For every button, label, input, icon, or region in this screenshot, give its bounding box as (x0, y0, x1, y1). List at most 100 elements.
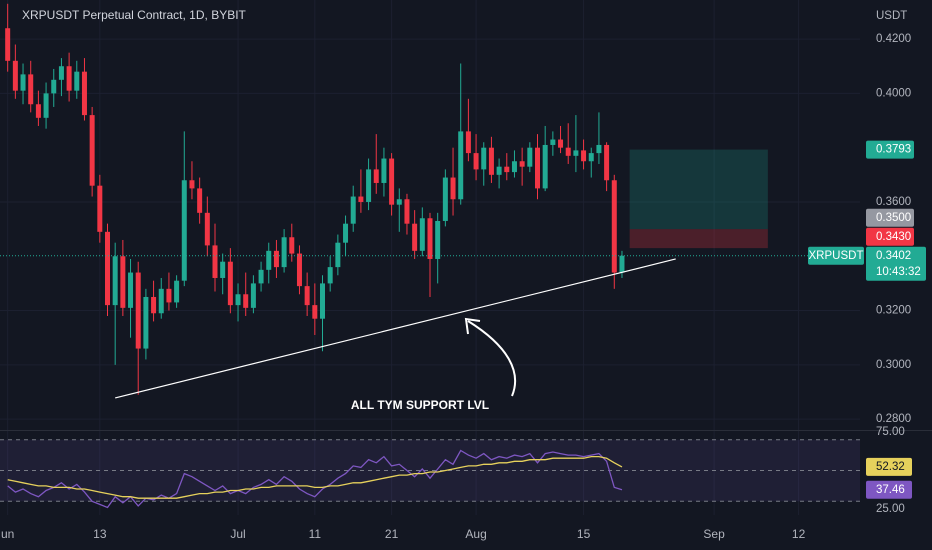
rsi-line (7, 449, 623, 509)
candle-body (58, 66, 64, 80)
price-label-box (866, 227, 914, 246)
candle-body (74, 71, 80, 91)
candle-body (166, 288, 172, 303)
candle-body (427, 218, 433, 259)
x-tick-label: un (1, 527, 14, 541)
candle-body (35, 104, 41, 118)
countdown-label: 10:43:32 (876, 266, 921, 278)
candle-body (496, 166, 502, 175)
trendline (115, 258, 676, 399)
candle-body (89, 115, 95, 186)
stop-zone (629, 229, 768, 249)
candle-body (43, 93, 49, 118)
candle-body (258, 269, 264, 284)
candle-body (143, 296, 149, 349)
candle-body (273, 250, 279, 268)
candle-body (358, 196, 364, 202)
candle-body (243, 294, 249, 308)
candle-body (212, 245, 218, 278)
x-tick-label: 12 (792, 527, 806, 541)
candle-body (442, 177, 448, 221)
candle-body (581, 150, 587, 162)
candle-body (396, 199, 402, 205)
annotation: ALL TYM SUPPORT LVL (351, 398, 489, 412)
candle-body (389, 158, 395, 205)
candle-body (312, 305, 318, 319)
x-tick-label: Sep (703, 527, 725, 541)
candle-body (227, 261, 233, 306)
candle-body (458, 131, 464, 200)
candle-body (66, 66, 72, 91)
candle-body (174, 280, 180, 303)
candle-body (28, 74, 34, 105)
candle-body (511, 161, 517, 173)
candle-body (343, 223, 349, 243)
candle-body (619, 255, 625, 273)
candle-body (20, 74, 26, 91)
candle-body (373, 169, 379, 183)
candle-body (12, 60, 18, 91)
last-price-box (866, 246, 926, 281)
y-tick-label: 0.4200 (876, 33, 911, 45)
candle-body (381, 158, 387, 183)
symbol-label: XRPUSDT (809, 250, 864, 262)
candle-body (412, 223, 418, 251)
candle-body (350, 196, 356, 224)
arrow (467, 320, 517, 397)
candle-body (105, 231, 110, 306)
candle-body (481, 147, 487, 170)
y-tick-label: 0.2800 (876, 413, 911, 425)
candle-body (504, 166, 510, 173)
rsi-tick-label: 25.00 (876, 503, 905, 515)
candle-body (250, 283, 256, 308)
price-label: 0.3430 (876, 231, 911, 243)
symbol-label-box (808, 246, 864, 265)
candle-body (158, 288, 164, 314)
candle-body (120, 256, 126, 308)
candle-body (220, 261, 226, 278)
candle-body (604, 144, 610, 181)
candle-body (404, 199, 410, 224)
x-tick-label: Aug (465, 527, 486, 541)
last-price-label: 0.3402 (876, 250, 911, 262)
y-tick-label: 0.3200 (876, 305, 911, 317)
candle-body (366, 169, 372, 202)
candle-body (558, 139, 564, 148)
candle-body (296, 253, 302, 287)
candle-body (112, 256, 118, 306)
candle-body (419, 218, 425, 251)
candle-body (542, 144, 548, 189)
candle-body (235, 294, 241, 306)
candle-body (527, 147, 533, 167)
rsi-value-box (866, 457, 912, 476)
candle-body (488, 147, 494, 175)
candle-body (204, 212, 210, 246)
candle-body (473, 153, 479, 170)
candle-body (81, 71, 87, 116)
price-label-box (866, 208, 914, 227)
price-label-box (866, 140, 914, 159)
candle-body (327, 267, 333, 284)
candle-body (335, 242, 341, 268)
candle-body (289, 237, 295, 254)
candle-body (304, 286, 310, 306)
price-label: 0.3793 (876, 144, 911, 156)
rsi-tick-label: 75.00 (876, 426, 905, 438)
rsi-line (7, 455, 623, 499)
candle-body (565, 147, 571, 156)
candle-body (320, 283, 325, 319)
candle-body (128, 272, 134, 308)
candle-body (281, 237, 287, 268)
y-tick-label: 0.3600 (876, 196, 911, 208)
x-tick-label: 21 (385, 527, 399, 541)
x-tick-label: 13 (93, 527, 107, 541)
candle-body (588, 153, 594, 162)
candle-body (535, 147, 540, 189)
candle-body (97, 185, 103, 232)
candle-body (573, 150, 579, 156)
candle-body (151, 296, 157, 314)
candle-body (266, 250, 272, 270)
x-tick-label: Jul (230, 527, 245, 541)
